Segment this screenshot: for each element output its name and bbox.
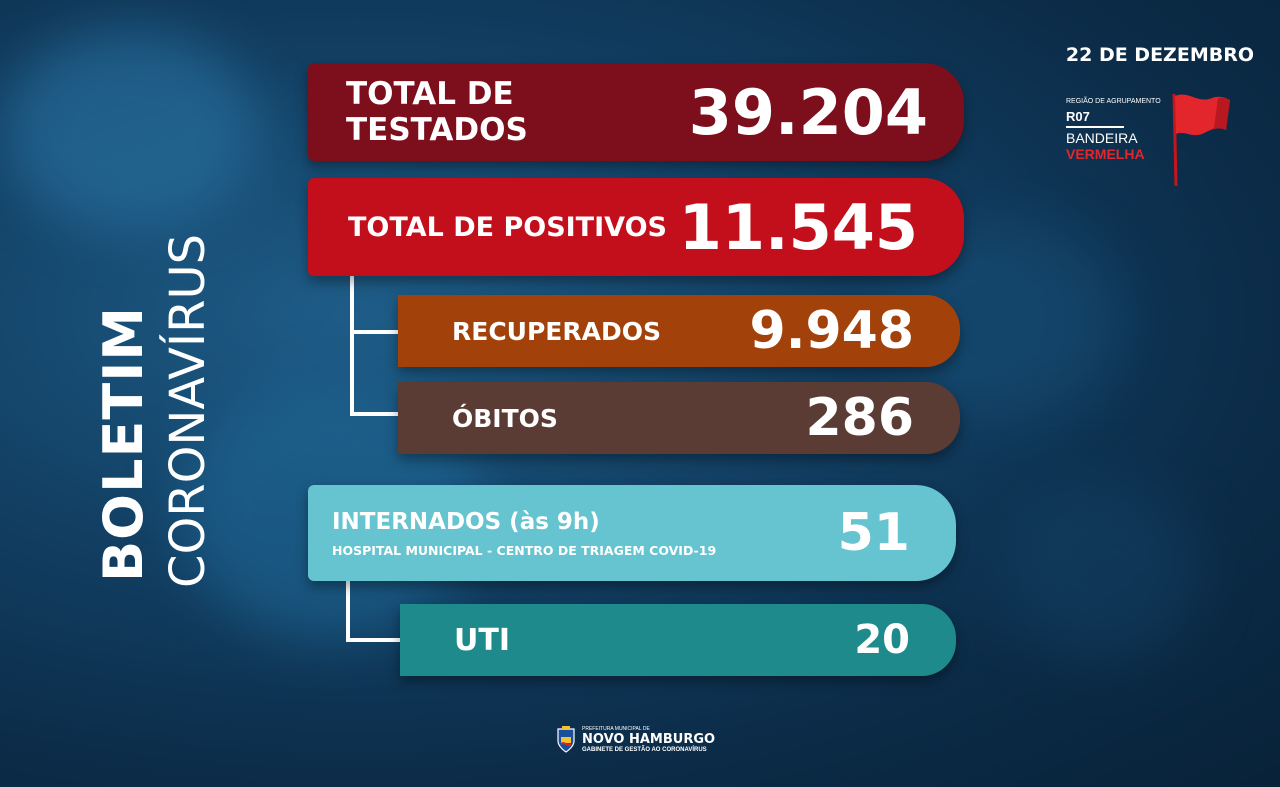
stat-obitos: ÓBITOS 286 [398,382,960,454]
stat-label: TOTAL DE POSITIVOS [348,211,667,243]
region-caption: REGIÃO DE AGRUPAMENTO [1066,98,1161,105]
connector-line [350,330,400,416]
stat-value: 20 [854,617,910,663]
stat-value: 11.545 [678,190,918,264]
stat-label: ÓBITOS [452,403,558,433]
stat-recuperados: RECUPERADOS 9.948 [398,295,960,367]
stat-total-testados: TOTAL DE TESTADOS 39.204 [308,63,964,161]
stat-label: RECUPERADOS [452,316,661,346]
stat-label: INTERNADOS (às 9h) [332,508,600,535]
flag-label: BANDEIRA [1066,130,1138,146]
city-crest-icon [557,726,575,753]
stat-value: 286 [805,388,914,448]
title-coronavirus: CORONAVÍRUS [160,233,216,588]
background-glow [0,30,260,230]
stat-value: 9.948 [749,301,914,361]
red-flag-icon [1172,93,1230,187]
stat-uti: UTI 20 [400,604,956,676]
stat-value: 51 [837,503,910,563]
background-glow [1000,480,1200,660]
footer-line3: GABINETE DE GESTÃO AO CORONAVÍRUS [582,746,707,753]
stat-label: UTI [454,622,510,658]
footer-city-name: NOVO HAMBURGO [582,731,716,747]
stat-sublabel: HOSPITAL MUNICIPAL - CENTRO DE TRIAGEM C… [332,542,717,558]
stat-total-positivos: TOTAL DE POSITIVOS 11.545 [308,178,964,276]
stat-label: TOTAL DE TESTADOS [346,76,528,148]
title-boletim: BOLETIM [92,305,155,582]
region-divider [1066,126,1124,128]
stat-internados: INTERNADOS (às 9h) HOSPITAL MUNICIPAL - … [308,485,956,581]
connector-line [350,266,400,334]
region-box: REGIÃO DE AGRUPAMENTO R07 BANDEIRA VERME… [1066,98,1186,162]
city-logo: PREFEITURA MUNICIPAL DE NOVO HAMBURGO GA… [556,725,715,753]
connector-line [346,566,400,642]
stat-value: 39.204 [688,75,928,149]
flag-color-label: VERMELHA [1066,146,1145,162]
region-code: R07 [1066,109,1090,124]
footer-line1: PREFEITURA MUNICIPAL DE [582,725,650,732]
bulletin-date: 22 DE DEZEMBRO [1065,44,1254,66]
